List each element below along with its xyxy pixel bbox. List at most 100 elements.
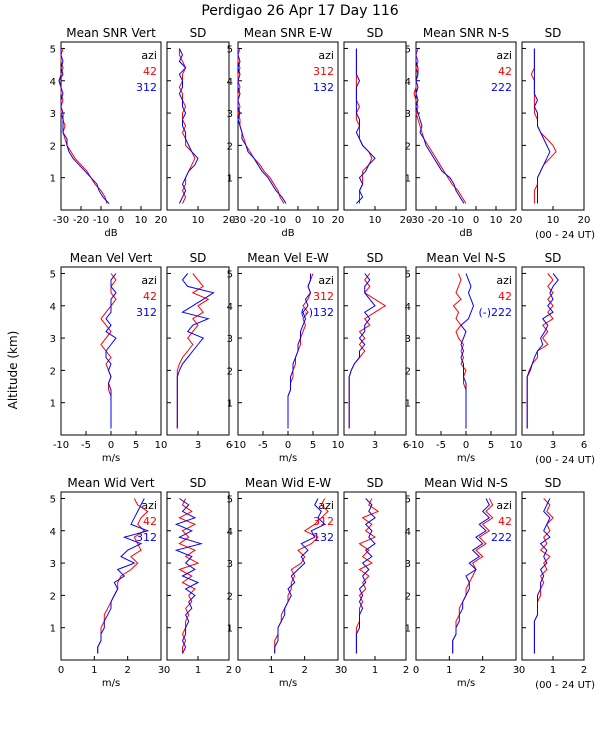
legend-entry-red: 312 bbox=[313, 515, 334, 528]
x-tick-label: 20 bbox=[578, 215, 591, 226]
y-tick-label: 2 bbox=[227, 366, 233, 377]
x-tick-label: -30 bbox=[230, 215, 246, 226]
x-tick-label: 6 bbox=[226, 440, 232, 451]
y-tick-label: 2 bbox=[50, 591, 56, 602]
x-tick-label: 10 bbox=[510, 440, 523, 451]
x-tick-label: 2 bbox=[124, 665, 130, 676]
series-line-blue bbox=[287, 273, 312, 429]
sd-panel-wid-ew: SD 0 1 2 bbox=[341, 476, 409, 676]
sd-series-line-blue bbox=[355, 498, 376, 654]
mean-panel-snr-ew: Mean SNR E-W 1 2 3 4 5 -30 -20 -10 0 10 20 dB azi 312 1… bbox=[227, 26, 345, 239]
series-line-red bbox=[97, 498, 149, 654]
series-line-red bbox=[237, 48, 285, 204]
y-tick-label: 4 bbox=[405, 77, 411, 88]
y-tick-label: 4 bbox=[405, 527, 411, 538]
ut-note: (00 - 24 UT) bbox=[535, 680, 595, 691]
y-tick-label: 1 bbox=[227, 624, 233, 635]
sd-series-line-red bbox=[355, 48, 373, 204]
y-axis-label: Altitude (km) bbox=[6, 331, 20, 410]
legend-header: azi bbox=[496, 49, 512, 62]
x-tick-label: -5 bbox=[81, 440, 91, 451]
y-tick-label: 3 bbox=[50, 109, 56, 120]
x-tick-label: 10 bbox=[192, 215, 205, 226]
x-tick-label: 0 bbox=[295, 215, 301, 226]
y-tick-label: 5 bbox=[227, 494, 233, 505]
x-tick-label: 3 bbox=[335, 665, 341, 676]
x-tick-label: 3 bbox=[550, 440, 556, 451]
series-line-blue bbox=[460, 273, 475, 429]
x-tick-label: 0 bbox=[58, 665, 64, 676]
y-tick-label: 5 bbox=[405, 44, 411, 55]
mean-panel-vel-ew: Mean Vel E-W 1 2 3 4 5 -10 -5 0 5 10 m/s azi 312 (-)13… bbox=[227, 251, 345, 464]
series-line-blue bbox=[237, 48, 287, 204]
panel-title: SD bbox=[190, 26, 207, 40]
x-tick-label: -10 bbox=[93, 215, 109, 226]
x-tick-label: -5 bbox=[258, 440, 268, 451]
y-tick-label: 2 bbox=[405, 366, 411, 377]
y-tick-label: 4 bbox=[405, 302, 411, 313]
y-tick-label: 2 bbox=[227, 591, 233, 602]
x-tick-label: -30 bbox=[408, 215, 424, 226]
y-tick-label: 5 bbox=[50, 269, 56, 280]
x-tick-label: -20 bbox=[73, 215, 89, 226]
y-tick-label: 5 bbox=[50, 44, 56, 55]
x-tick-label: 0 bbox=[413, 665, 419, 676]
sd-series-line-blue bbox=[533, 498, 551, 654]
y-tick-label: 1 bbox=[227, 174, 233, 185]
sd-series-line-blue bbox=[176, 273, 215, 429]
ut-note: (00 - 24 UT) bbox=[535, 230, 595, 241]
panel-title: SD bbox=[545, 476, 562, 490]
legend-header: azi bbox=[141, 499, 157, 512]
x-tick-label: 1 bbox=[372, 665, 378, 676]
y-tick-label: 4 bbox=[227, 527, 233, 538]
y-tick-label: 3 bbox=[405, 559, 411, 570]
sd-series-line-blue bbox=[348, 273, 376, 429]
legend-entry-red: 42 bbox=[143, 65, 157, 78]
legend-header: azi bbox=[496, 499, 512, 512]
y-tick-label: 4 bbox=[227, 77, 233, 88]
sd-panel-vel-ns: SD 3 6 (00 - 24 UT) bbox=[521, 251, 595, 466]
y-tick-label: 1 bbox=[405, 624, 411, 635]
x-tick-label: 0 bbox=[473, 215, 479, 226]
y-tick-label: 4 bbox=[227, 302, 233, 313]
legend-header: azi bbox=[141, 274, 157, 287]
series-line-blue bbox=[274, 498, 326, 654]
panel-frame bbox=[60, 491, 162, 661]
y-tick-label: 5 bbox=[405, 494, 411, 505]
x-tick-label: 20 bbox=[223, 215, 236, 226]
x-tick-label: 6 bbox=[403, 440, 409, 451]
sd-series-line-blue bbox=[174, 498, 203, 654]
sd-panel-vel-vert: SD 3 6 bbox=[166, 251, 232, 451]
panel-frame bbox=[166, 266, 230, 436]
legend-entry-blue: (-)132 bbox=[300, 306, 334, 319]
x-axis-label: dB bbox=[281, 228, 294, 239]
y-tick-label: 3 bbox=[405, 334, 411, 345]
y-tick-label: 5 bbox=[227, 269, 233, 280]
x-tick-label: -5 bbox=[436, 440, 446, 451]
x-tick-label: 6 bbox=[581, 440, 587, 451]
y-tick-label: 2 bbox=[50, 141, 56, 152]
x-tick-label: -10 bbox=[448, 215, 464, 226]
panel-frame bbox=[415, 41, 517, 211]
x-axis-label: m/s bbox=[279, 453, 297, 464]
x-tick-label: 5 bbox=[310, 440, 316, 451]
legend-header: azi bbox=[318, 274, 334, 287]
legend-entry-blue: 222 bbox=[491, 531, 512, 544]
panel-frame bbox=[343, 41, 407, 211]
legend-entry-red: 42 bbox=[498, 290, 512, 303]
x-axis-label: m/s bbox=[102, 678, 120, 689]
y-tick-label: 2 bbox=[405, 591, 411, 602]
panel-title: Mean Wid E-W bbox=[245, 476, 331, 490]
x-tick-label: 3 bbox=[372, 440, 378, 451]
legend-entry-red: 42 bbox=[498, 65, 512, 78]
sd-series-line-blue bbox=[533, 48, 551, 204]
y-tick-label: 3 bbox=[227, 559, 233, 570]
x-tick-label: 5 bbox=[133, 440, 139, 451]
x-tick-label: -10 bbox=[408, 440, 424, 451]
x-tick-label: -20 bbox=[428, 215, 444, 226]
y-tick-label: 5 bbox=[50, 494, 56, 505]
panel-title: Mean Vel Vert bbox=[70, 251, 153, 265]
